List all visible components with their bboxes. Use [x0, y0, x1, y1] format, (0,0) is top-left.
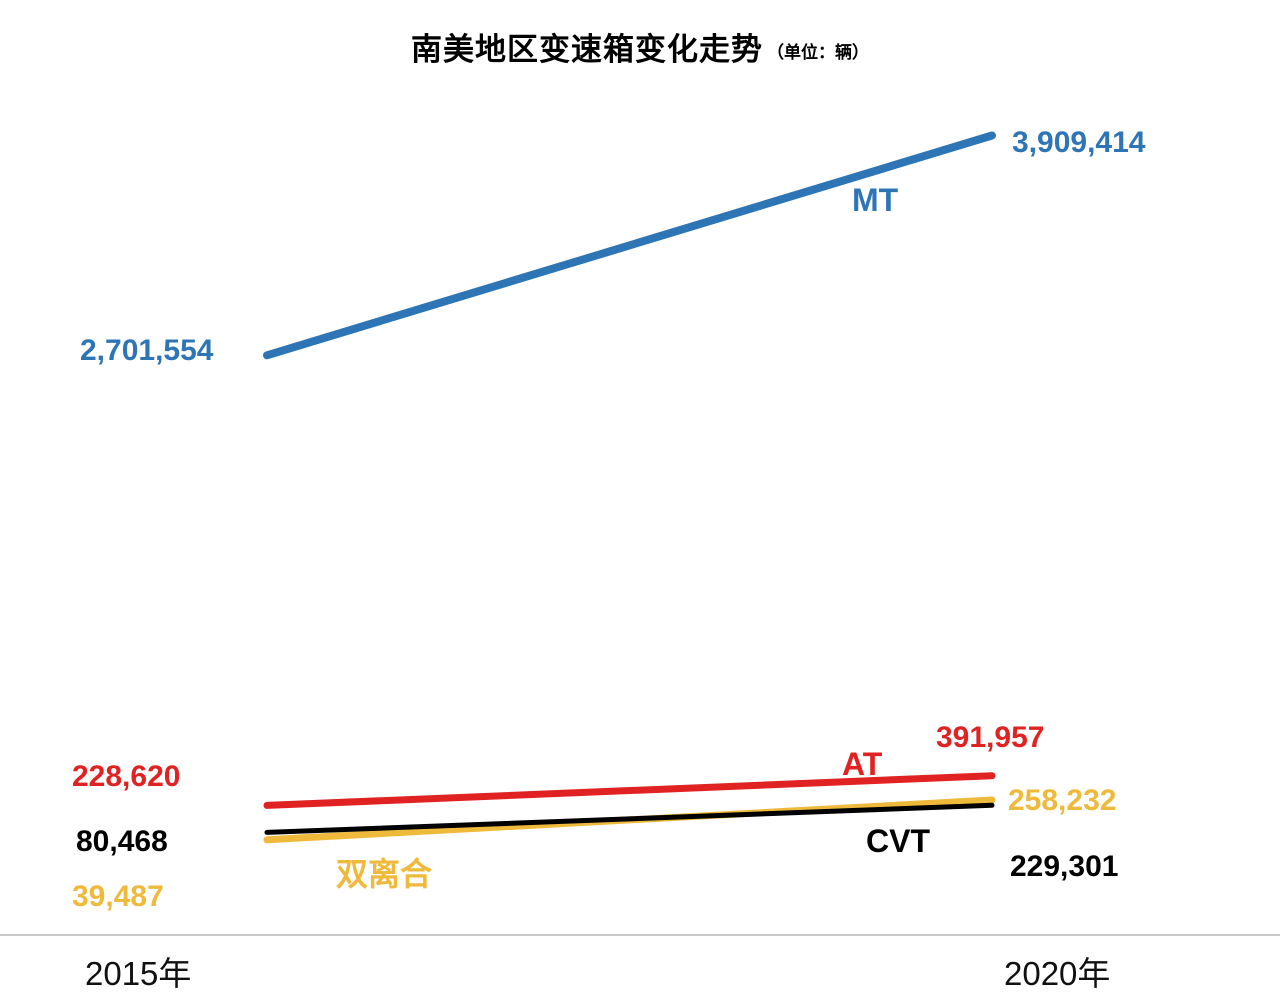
- series-line-cvt: [264, 802, 995, 835]
- cvt-series-label: CVT: [866, 823, 930, 859]
- cvt-start-value: 80,468: [76, 825, 168, 858]
- dual-clutch-start-value: 39,487: [72, 880, 164, 913]
- at-start-value: 228,620: [72, 760, 181, 793]
- series-line-mt: [263, 131, 996, 360]
- at-end-value: 391,957: [936, 721, 1045, 754]
- x-tick-2020: 2020年: [1004, 955, 1111, 992]
- dual-clutch-end-value: 258,232: [1008, 784, 1117, 817]
- mt-end-value: 3,909,414: [1012, 126, 1146, 159]
- x-axis-rule: [0, 934, 1280, 936]
- chart-title-text: 南美地区变速箱变化走势: [411, 32, 763, 67]
- mt-start-value: 2,701,554: [80, 334, 214, 367]
- mt-series-label: MT: [852, 182, 899, 218]
- cvt-end-value: 229,301: [1010, 850, 1119, 883]
- at-series-label: AT: [842, 746, 883, 782]
- dual-clutch-series-label: 双离合: [336, 856, 433, 892]
- chart-title: 南美地区变速箱变化走势 （单位：辆）: [0, 24, 1280, 69]
- x-tick-2015: 2015年: [85, 955, 192, 992]
- series-line-at: [263, 772, 996, 809]
- chart-title-unit: （单位：辆）: [767, 43, 869, 62]
